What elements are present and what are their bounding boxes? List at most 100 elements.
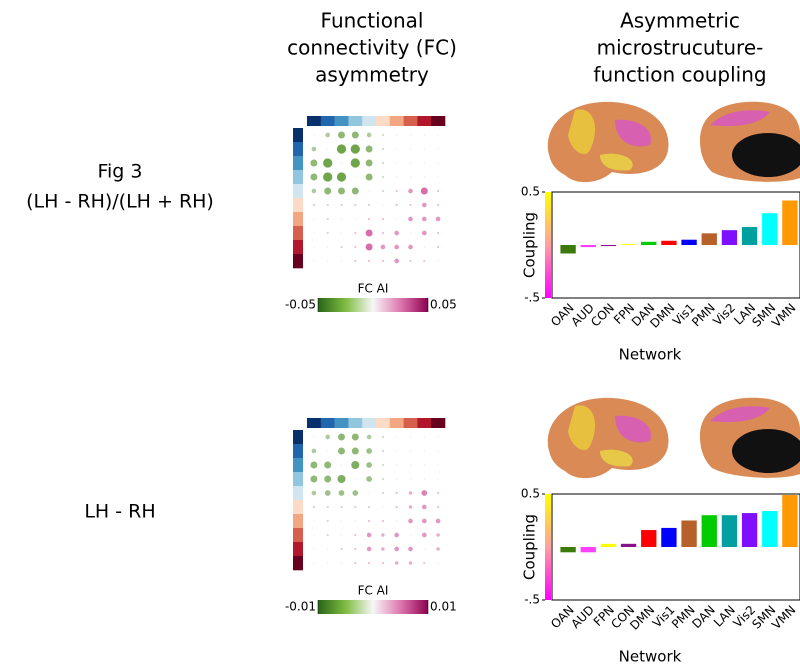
fc-dot (424, 450, 426, 452)
colorbar-tick-label: 0.05 (430, 298, 457, 312)
network-strip (293, 212, 303, 226)
row-label: Fig 3 (97, 161, 142, 183)
fc-dot (421, 490, 427, 496)
fc-dot (437, 436, 439, 438)
fc-dot (313, 562, 315, 564)
x-tick-label: VMN (769, 301, 798, 330)
fc-dot (366, 160, 373, 167)
bar (681, 521, 696, 548)
fc-dot (437, 506, 439, 508)
fc-dot (337, 475, 345, 483)
fc-dot (354, 562, 356, 564)
column-header: function coupling (593, 63, 766, 87)
network-strip (293, 170, 303, 184)
fc-dot (325, 133, 330, 138)
y-tick-label: 0.5 (521, 487, 540, 501)
fc-dot (410, 464, 412, 466)
fc-dot (355, 478, 357, 480)
bar (601, 245, 616, 246)
fc-dot (354, 548, 356, 550)
fc-dot (410, 450, 412, 452)
fc-dot (324, 476, 331, 483)
fc-dot (410, 162, 412, 164)
fc-dot (396, 190, 398, 192)
fc-dot (381, 245, 386, 250)
network-strip (293, 240, 303, 254)
fc-dot (422, 505, 427, 510)
network-strip (431, 116, 445, 126)
fc-dot (327, 562, 329, 564)
fc-dot (310, 476, 317, 483)
fc-dot (423, 260, 425, 262)
fc-dot (366, 230, 373, 237)
fc-dot (368, 190, 370, 192)
fc-dot (366, 476, 372, 482)
bar (601, 544, 616, 547)
bar (560, 547, 575, 552)
fc-dot (421, 188, 428, 195)
fc-dot (382, 218, 384, 220)
fc-dot (396, 520, 398, 522)
fc-dot (341, 464, 343, 466)
x-axis-label: Network (619, 346, 682, 364)
fc-dot (368, 492, 370, 494)
fc-dot (424, 134, 426, 136)
fc-dot (437, 148, 439, 150)
network-strip (293, 198, 303, 212)
fc-dot (313, 246, 315, 248)
fc-dot (338, 132, 345, 139)
network-strip (362, 418, 376, 428)
network-strip (307, 418, 321, 428)
fc-dot (382, 260, 384, 262)
network-strip (362, 116, 376, 126)
fc-dot (382, 176, 384, 178)
fc-dot (327, 148, 329, 150)
fc-dot (327, 260, 329, 262)
network-strip (348, 418, 362, 428)
fc-dot (424, 148, 426, 150)
fc-dot (312, 189, 317, 194)
bar (742, 227, 757, 245)
fc-dot (368, 260, 370, 262)
fc-dot (382, 190, 384, 192)
bar (782, 495, 797, 547)
fc-dot (382, 204, 384, 206)
network-strip (293, 458, 303, 472)
column-header: Functional (321, 9, 424, 33)
fc-dot (325, 435, 330, 440)
y-tick-label: -.5 (524, 291, 540, 305)
fc-dot (327, 246, 329, 248)
fc-dot (367, 435, 372, 440)
fc-dot (352, 448, 359, 455)
fc-dot (351, 158, 360, 167)
fc-dot (408, 547, 413, 552)
network-strip (376, 116, 390, 126)
fc-dot (338, 448, 345, 455)
fc-dot (408, 245, 413, 250)
network-strip (293, 542, 303, 556)
fc-dot (382, 478, 384, 480)
network-strip (293, 156, 303, 170)
fc-dot (396, 162, 398, 164)
fc-dot (340, 204, 342, 206)
fc-dot (396, 478, 398, 480)
fc-dot (396, 506, 398, 508)
fc-dot (394, 547, 399, 552)
x-tick-label: VMN (769, 603, 798, 632)
network-strip (321, 116, 335, 126)
fc-dot (410, 436, 412, 438)
fc-dot (354, 204, 356, 206)
fc-dot (324, 188, 331, 195)
fc-dot (368, 204, 370, 206)
colorbar (318, 600, 428, 614)
fc-dot (313, 436, 315, 438)
brain-renders-bottom (548, 398, 800, 478)
fc-dot (313, 232, 315, 234)
network-strip (293, 444, 303, 458)
fc-dot (313, 506, 315, 508)
fc-dot (382, 450, 384, 452)
network-strip (293, 254, 303, 268)
fc-dot (437, 162, 439, 164)
fc-dot (382, 148, 384, 150)
fc-dot (424, 548, 426, 550)
